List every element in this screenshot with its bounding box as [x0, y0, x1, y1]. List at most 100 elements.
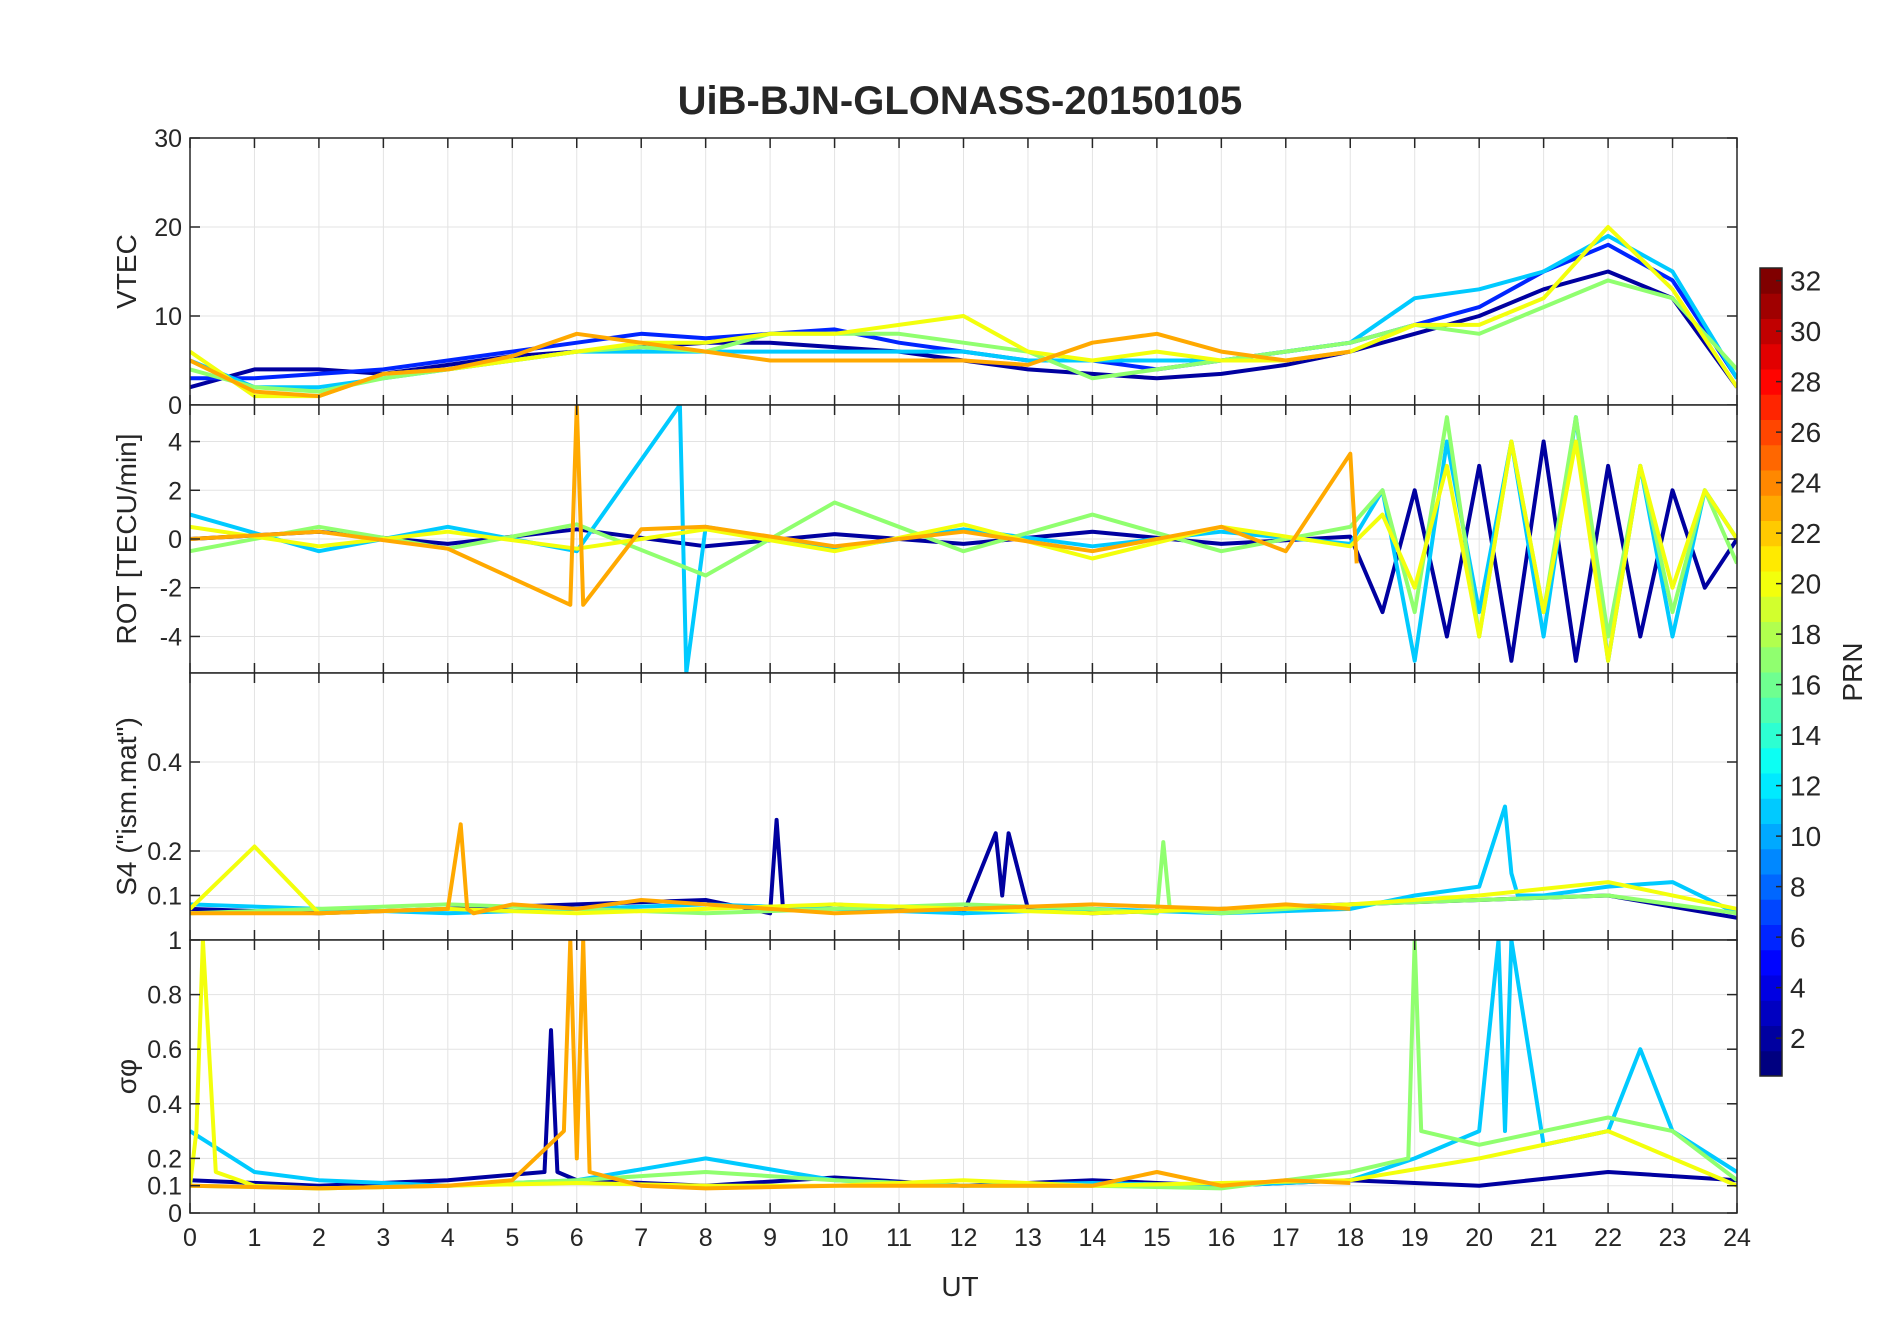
- panel-2: -4 -2 0 2 4 ROT [TECU/min]: [111, 404, 1738, 674]
- x-tick-label: 23: [1659, 1224, 1687, 1252]
- series-line-prn-23: [190, 822, 1351, 916]
- x-tick-label: 20: [1465, 1224, 1493, 1252]
- colorbar-swatch: [1760, 823, 1782, 850]
- y-tick-label: 0.4: [147, 1091, 182, 1119]
- colorbar-tick-label: 18: [1790, 619, 1821, 650]
- colorbar-swatch: [1760, 924, 1782, 951]
- y-tick-label: 0.8: [147, 982, 182, 1010]
- series-group: [190, 804, 1737, 920]
- colorbar-tick-label: 28: [1790, 367, 1821, 398]
- colorbar-tick-label: 2: [1790, 1023, 1806, 1054]
- panel-1: 0 10 20 30 VTEC: [111, 125, 1738, 420]
- colorbar-swatch: [1760, 268, 1782, 294]
- colorbar-swatch: [1760, 596, 1782, 622]
- series-group: [190, 940, 1737, 1191]
- x-axis-label: UT: [941, 1271, 978, 1302]
- y-axis-label: S4 ("ism.mat"): [111, 717, 142, 896]
- y-tick-label: 0: [168, 526, 182, 554]
- y-tick-label: 2: [168, 477, 182, 505]
- y-tick-label: 0: [168, 1200, 182, 1228]
- colorbar-tick-label: 20: [1790, 569, 1821, 600]
- colorbar-swatch: [1760, 672, 1782, 698]
- x-tick-label: 8: [699, 1224, 713, 1252]
- y-tick-label: 0.2: [147, 838, 182, 866]
- colorbar-swatch: [1760, 520, 1782, 547]
- colorbar-tick-label: 32: [1790, 266, 1821, 297]
- colorbar-swatch: [1760, 571, 1782, 597]
- colorbar-swatch: [1760, 495, 1782, 521]
- colorbar-swatch: [1760, 1050, 1782, 1077]
- y-tick-label: 0.1: [147, 883, 182, 911]
- y-axis-label: VTEC: [111, 234, 142, 309]
- colorbar-swatch: [1760, 343, 1782, 370]
- colorbar-tick-label: 24: [1790, 468, 1821, 499]
- series-line-prn-2: [190, 1028, 1737, 1188]
- colorbar-tick-label: 14: [1790, 720, 1821, 751]
- y-tick-label: 0.6: [147, 1036, 182, 1064]
- y-tick-label: 4: [168, 429, 182, 457]
- x-tick-label: 2: [312, 1224, 326, 1252]
- colorbar-tick-label: 12: [1790, 771, 1821, 802]
- x-tick-label: 22: [1594, 1224, 1622, 1252]
- x-tick-label: 19: [1401, 1224, 1429, 1252]
- x-tick-label: 4: [441, 1224, 455, 1252]
- colorbar-swatch: [1760, 949, 1782, 976]
- colorbar-swatch: [1760, 773, 1782, 799]
- x-tick-label: 16: [1207, 1224, 1235, 1252]
- x-tick-label: 18: [1336, 1224, 1364, 1252]
- x-tick-label: 10: [821, 1224, 849, 1252]
- y-tick-label: -2: [160, 575, 182, 603]
- colorbar-swatch: [1760, 470, 1782, 496]
- colorbar-tick-label: 26: [1790, 417, 1821, 448]
- y-tick-label: 10: [154, 303, 182, 331]
- x-tick-label: 6: [570, 1224, 584, 1252]
- colorbar-swatch: [1760, 444, 1782, 471]
- x-tick-label: 7: [634, 1224, 648, 1252]
- series-line-prn-23: [190, 331, 1351, 399]
- x-tick-label: 12: [950, 1224, 978, 1252]
- colorbar-swatch: [1760, 293, 1782, 319]
- x-tick-label: 24: [1723, 1224, 1751, 1252]
- colorbar-frame: [1759, 267, 1783, 1077]
- colorbar-swatch: [1760, 697, 1782, 723]
- chart-title: UiB-BJN-GLONASS-20150105: [678, 79, 1243, 123]
- y-tick-label: 20: [154, 214, 182, 242]
- y-tick-label: 0.4: [147, 749, 182, 777]
- colorbar-tick-label: 4: [1790, 973, 1806, 1004]
- series-line-prn-23: [190, 405, 1359, 607]
- panel-3: 0.1 0.2 0.4S4 ("ism.mat"): [111, 672, 1738, 941]
- x-tick-label: 0: [183, 1224, 197, 1252]
- y-axis-label: ROT [TECU/min]: [111, 433, 142, 644]
- x-tick-label: 21: [1530, 1224, 1558, 1252]
- x-tick-label: 11: [886, 1224, 912, 1252]
- series-line-prn-23: [190, 940, 1351, 1191]
- colorbar-swatch: [1760, 848, 1782, 875]
- colorbar-swatch: [1760, 621, 1782, 648]
- colorbar-tick-label: 30: [1790, 316, 1821, 347]
- colorbar-swatch: [1760, 874, 1782, 900]
- colorbar-tick-label: 22: [1790, 518, 1821, 549]
- series-line-prn-20: [190, 940, 1737, 1191]
- colorbar-swatch: [1760, 394, 1782, 420]
- x-tick-label: 1: [248, 1224, 262, 1252]
- colorbar-swatch: [1760, 798, 1782, 824]
- colorbar-swatch: [1760, 419, 1782, 446]
- colorbar-swatch: [1760, 545, 1782, 572]
- y-axis-label: σφ: [111, 1059, 142, 1094]
- colorbar-tick-label: 16: [1790, 670, 1821, 701]
- series-line-prn-20: [190, 439, 1737, 663]
- y-tick-label: 0.1: [147, 1173, 182, 1201]
- y-tick-label: 30: [154, 125, 182, 153]
- colorbar-swatch: [1760, 747, 1782, 774]
- colorbar-swatch: [1760, 646, 1782, 673]
- x-tick-label: 14: [1079, 1224, 1107, 1252]
- colorbar-swatch: [1760, 318, 1782, 345]
- x-tick-label: 17: [1272, 1224, 1300, 1252]
- y-tick-label: -4: [160, 623, 182, 651]
- y-tick-label: 0.2: [147, 1145, 182, 1173]
- series-group: [190, 405, 1737, 673]
